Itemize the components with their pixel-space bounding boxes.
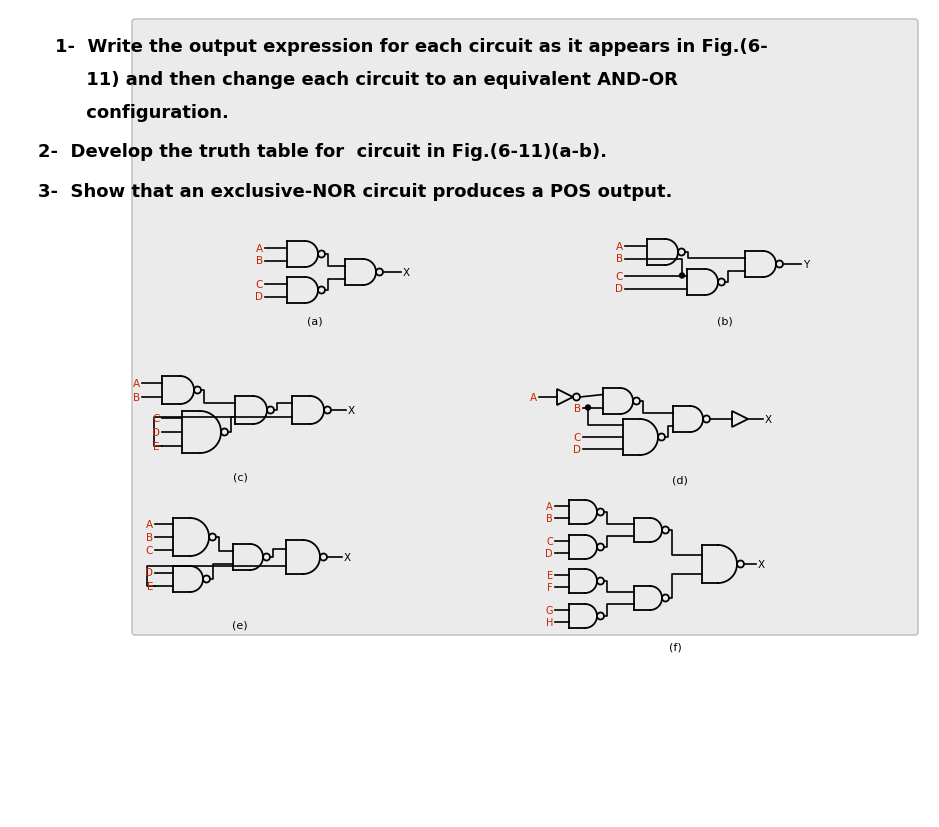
Text: C: C xyxy=(255,280,263,289)
Text: 3-  Show that an exclusive-NOR circuit produces a POS output.: 3- Show that an exclusive-NOR circuit pr… xyxy=(38,183,672,201)
Text: C: C xyxy=(546,537,553,547)
Text: 1-  Write the output expression for each circuit as it appears in Fig.(6-: 1- Write the output expression for each … xyxy=(55,38,768,56)
Text: C: C xyxy=(574,433,581,442)
Text: B: B xyxy=(616,254,623,264)
Text: C: C xyxy=(146,545,153,555)
Text: D: D xyxy=(152,428,160,437)
Text: X: X xyxy=(344,552,351,562)
Circle shape xyxy=(680,274,685,279)
Text: A: A xyxy=(616,241,623,251)
Text: (a): (a) xyxy=(307,317,323,327)
Text: G: G xyxy=(546,605,553,615)
Text: (d): (d) xyxy=(672,476,688,485)
Text: A: A xyxy=(255,243,263,253)
Text: D: D xyxy=(546,548,553,558)
Text: B: B xyxy=(133,393,140,403)
Text: (c): (c) xyxy=(233,472,248,482)
Text: X: X xyxy=(765,414,772,424)
Text: configuration.: configuration. xyxy=(55,104,229,122)
Text: 2-  Develop the truth table for  circuit in Fig.(6-11)(a-b).: 2- Develop the truth table for circuit i… xyxy=(38,143,607,160)
Text: E: E xyxy=(146,581,153,590)
Text: B: B xyxy=(255,256,263,266)
Text: D: D xyxy=(255,292,263,302)
Text: D: D xyxy=(573,444,581,455)
Text: 11) and then change each circuit to an equivalent AND-OR: 11) and then change each circuit to an e… xyxy=(55,71,678,88)
Circle shape xyxy=(586,405,591,410)
Text: X: X xyxy=(403,268,410,278)
Text: X: X xyxy=(348,405,355,415)
Text: B: B xyxy=(546,514,553,523)
FancyBboxPatch shape xyxy=(132,20,918,635)
Text: D: D xyxy=(145,568,153,578)
Text: (b): (b) xyxy=(717,317,732,327)
Text: F: F xyxy=(547,582,553,592)
Text: E: E xyxy=(153,442,160,452)
Text: X: X xyxy=(758,559,765,569)
Text: B: B xyxy=(574,403,581,413)
Text: C: C xyxy=(616,271,623,281)
Text: A: A xyxy=(546,501,553,511)
Text: (e): (e) xyxy=(232,619,248,629)
Text: B: B xyxy=(146,533,153,543)
Text: (f): (f) xyxy=(669,643,682,653)
Text: A: A xyxy=(146,519,153,529)
Text: A: A xyxy=(133,379,140,389)
Text: E: E xyxy=(546,571,553,581)
Text: A: A xyxy=(530,393,537,403)
Text: C: C xyxy=(153,414,160,423)
Text: H: H xyxy=(546,617,553,627)
Text: Y: Y xyxy=(803,260,809,270)
Text: D: D xyxy=(615,284,623,294)
